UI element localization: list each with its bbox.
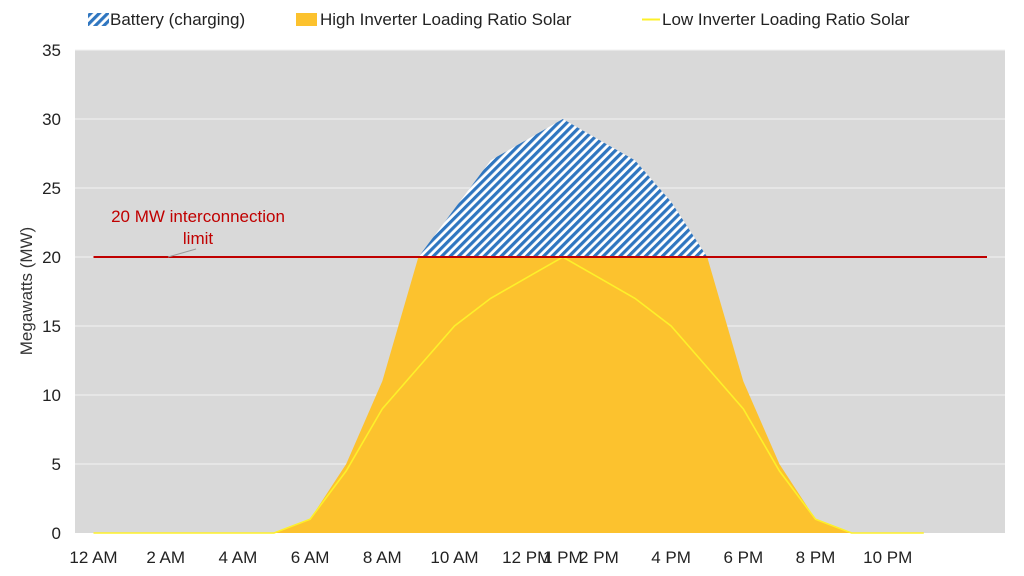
y-tick-label: 10 [42, 386, 61, 405]
x-tick-label: 10 PM [863, 548, 912, 567]
y-tick-label: 30 [42, 110, 61, 129]
series-battery-area [93, 119, 924, 533]
legend-item-low-ilr-solar[interactable]: Low Inverter Loading Ratio Solar [642, 10, 910, 29]
limit-annotation-line-1: 20 MW interconnection [111, 207, 285, 226]
x-tick-label: 2 AM [146, 548, 185, 567]
x-tick-label: 6 PM [723, 548, 763, 567]
series-high-ilr-solar-area [93, 257, 924, 533]
y-tick-label: 0 [52, 524, 61, 543]
limit-annotation-line-2: limit [183, 229, 213, 248]
x-tick-label: 8 PM [796, 548, 836, 567]
series-low-ilr-solar-line [93, 256, 924, 534]
legend-swatch-high-ilr-solar [296, 13, 317, 26]
x-tick-label: 8 AM [363, 548, 402, 567]
area-layer [93, 119, 924, 534]
legend-item-battery[interactable]: Battery (charging) [88, 10, 245, 29]
legend-swatch-battery [88, 13, 109, 26]
x-axis: 12 AM 2 AM 4 AM 6 AM 8 AM 10 AM 12 PM1 PM2 PM 4… [69, 548, 912, 567]
x-tick-label: 4 PM [651, 548, 691, 567]
legend-label-battery: Battery (charging) [110, 10, 245, 29]
x-tick-label: 2 PM [579, 548, 619, 567]
legend-label-high-ilr-solar: High Inverter Loading Ratio Solar [320, 10, 572, 29]
y-tick-label: 15 [42, 317, 61, 336]
y-tick-label: 35 [42, 41, 61, 60]
x-tick-label: 12 AM [69, 548, 117, 567]
y-tick-label: 25 [42, 179, 61, 198]
x-tick-label: 6 AM [291, 548, 330, 567]
legend-label-low-ilr-solar: Low Inverter Loading Ratio Solar [662, 10, 910, 29]
x-tick-label: 4 AM [219, 548, 258, 567]
x-tick-label: 10 AM [430, 548, 478, 567]
x-tick-label: 12 PM [502, 548, 551, 567]
x-tick-label: 1 PM [543, 548, 583, 567]
y-axis: 0 5 10 15 20 25 30 35 [42, 41, 61, 543]
y-axis-title: Megawatts (MW) [17, 227, 36, 355]
legend: Battery (charging) High Inverter Loading… [88, 10, 910, 29]
y-tick-label: 5 [52, 455, 61, 474]
legend-item-high-ilr-solar[interactable]: High Inverter Loading Ratio Solar [296, 10, 572, 29]
limit-label-leader-line [167, 248, 197, 258]
y-tick-label: 20 [42, 248, 61, 267]
